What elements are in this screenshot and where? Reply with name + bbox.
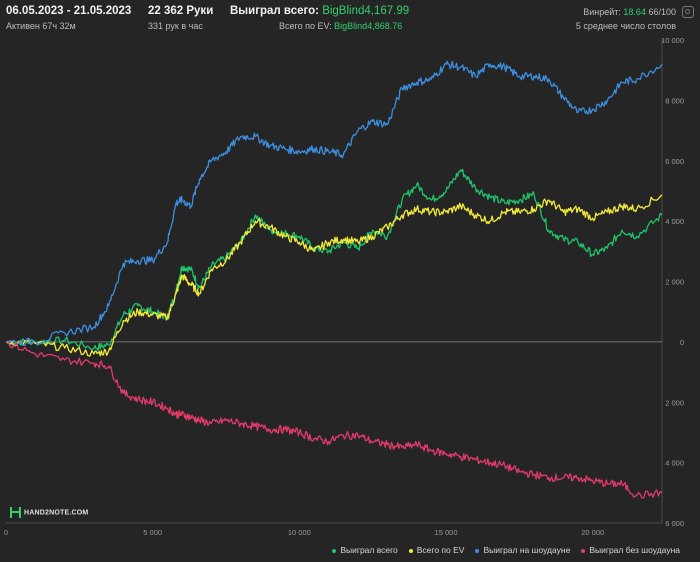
logo-text: HAND2NOTE.COM [24,509,89,517]
active-time: Активен 67ч 32м [6,21,76,31]
hands-per-hour: 331 рук в час [148,21,203,31]
winrate-hands: 66/100 [648,7,676,17]
y-tick-label: 10 000 [661,36,684,45]
ev-total-value: BigBlind4,868.76 [334,21,403,31]
ev-total-label: Всего по EV: [279,21,332,31]
avg-tables: 5 среднее число столов [575,21,676,31]
y-tick-label: 4 000 [665,217,684,226]
winrate-value: 18.64 [623,7,646,17]
y-tick-label: 2 000 [665,278,684,287]
y-tick-label: 8 000 [665,96,684,105]
legend-label: Выиграл всего [340,545,398,555]
x-tick-label: 15 000 [435,528,458,537]
chart-legend: Выиграл всего Всего по EV Выиграл на шоуда… [321,545,680,555]
series-line-1 [5,194,663,357]
y-tick-label: 2 000 [665,398,684,407]
legend-item[interactable]: Всего по EV [408,545,465,555]
legend-dot-icon [408,548,413,553]
winrate: Винрейт: 18.64 66/100 [583,7,676,17]
x-tick-label: 20 000 [581,528,604,537]
hand2note-logo: HAND2NOTE.COM [10,507,88,518]
legend-label: Всего по EV [416,545,465,555]
date-range: 06.05.2023 - 21.05.2023 [6,5,132,17]
y-tick-label: 4 000 [665,459,684,468]
series-line-2 [5,60,663,346]
hand2note-logo-icon [10,507,21,518]
series-line-3 [5,340,663,499]
gear-icon[interactable] [682,6,694,18]
won-total: Выиграл всего: BigBlind4,167.99 [230,5,409,17]
y-tick-label: 0 [680,338,684,347]
legend-label: Выиграл без шоудауна [589,545,680,555]
series-line-0 [5,168,663,351]
legend-dot-icon [475,548,480,553]
ev-total: Всего по EV: BigBlind4,868.76 [279,21,402,31]
legend-item[interactable]: Выиграл на шоудауне [475,545,570,555]
legend-item[interactable]: Выиграл без шоудауна [581,545,680,555]
legend-label: Выиграл на шоудауне [483,545,571,555]
legend-dot-icon [332,548,337,553]
hands-count: 22 362 Руки [148,5,214,17]
legend-item[interactable]: Выиграл всего [332,545,398,555]
x-tick-label: 0 [4,528,8,537]
y-tick-label: 6 000 [665,157,684,166]
y-tick-label: 6 000 [665,519,684,528]
won-total-label: Выиграл всего: [230,5,319,17]
won-total-value: BigBlind4,167.99 [322,5,410,17]
winrate-label: Винрейт: [583,7,621,17]
stats-header: 06.05.2023 - 21.05.2023 Активен 67ч 32м … [0,0,700,36]
legend-dot-icon [581,548,586,553]
x-tick-label: 10 000 [288,528,311,537]
x-tick-label: 5 000 [143,528,162,537]
